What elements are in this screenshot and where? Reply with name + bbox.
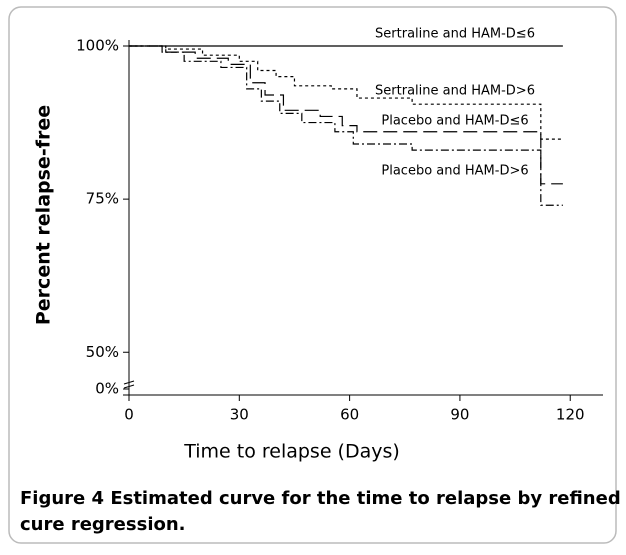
caption-line: Estimated curve for the time to relapse … <box>104 488 626 509</box>
x-tick-label: 0 <box>124 406 134 424</box>
x-tick-label: 120 <box>556 406 585 424</box>
curve-label: Placebo and HAM-D>6 <box>381 164 528 179</box>
y-tick-label: 75% <box>86 190 119 208</box>
x-tick-label: 60 <box>340 406 359 424</box>
caption-text: Estimated curve for the time to relapse … <box>20 488 626 535</box>
survival-curve <box>129 45 563 185</box>
survival-curve <box>129 45 563 140</box>
x-tick-label: 30 <box>230 406 249 424</box>
y-tick-label: 0% <box>95 380 119 398</box>
curve-label: Placebo and HAM-D≤6 <box>381 114 528 129</box>
x-axis-label: Time to relapse (Days) <box>183 441 400 463</box>
y-tick-label: 50% <box>86 343 119 361</box>
y-axis-label: Percent relapse-free <box>33 105 55 325</box>
caption-line: cure regression. <box>20 514 186 535</box>
caption-label: Figure 4 <box>20 488 104 509</box>
curve-label: Sertraline and HAM-D≤6 <box>375 27 535 42</box>
caption: Figure 4 Estimated curve for the time to… <box>20 488 626 535</box>
x-tick-label: 90 <box>450 406 469 424</box>
y-tick-label: 100% <box>76 37 119 55</box>
figure-frame <box>8 6 617 544</box>
survival-curve <box>129 45 563 206</box>
axis-break <box>123 380 135 385</box>
curve-label: Sertraline and HAM-D>6 <box>375 84 535 99</box>
axis-break <box>123 384 135 389</box>
